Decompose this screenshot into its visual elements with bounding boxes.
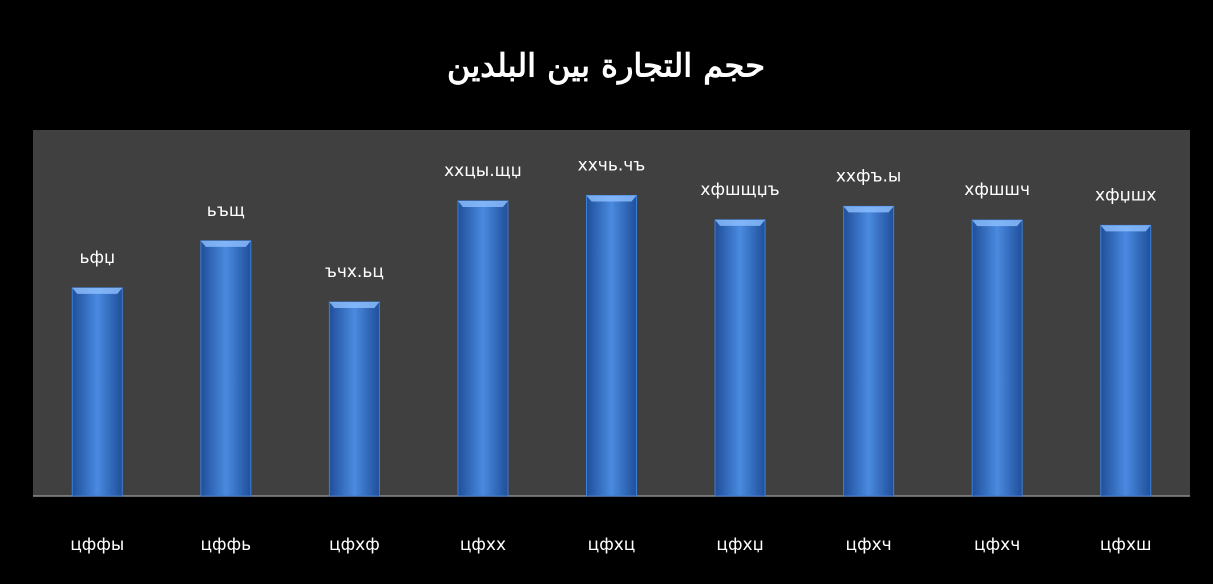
x-tick-label: цфхц bbox=[588, 535, 636, 555]
bar bbox=[971, 219, 1023, 497]
bar-bevel bbox=[843, 206, 894, 213]
value-label: ьъщ bbox=[207, 201, 245, 221]
value-label: ъчх.ьц bbox=[325, 262, 384, 282]
x-tick-label: цфхх bbox=[460, 535, 506, 555]
value-label: ххцы.щџ bbox=[444, 161, 522, 181]
bar-bevel bbox=[200, 240, 251, 247]
x-tick-label: цфхч bbox=[974, 535, 1020, 555]
value-label: ххфъ.ы bbox=[836, 166, 902, 186]
value-label: хфџшх bbox=[1095, 185, 1156, 205]
bar bbox=[328, 301, 380, 497]
x-tick-label: цфхф bbox=[329, 535, 380, 555]
x-tick-label: цфхџ bbox=[716, 535, 763, 555]
bar-bevel bbox=[457, 200, 508, 207]
bar-bevel bbox=[715, 219, 766, 226]
bar-bevel bbox=[972, 220, 1023, 227]
x-tick-label: цффы bbox=[70, 535, 124, 555]
value-label: ххчь.чъ bbox=[578, 155, 646, 175]
x-tick-label: цфхч bbox=[846, 535, 892, 555]
value-label: хфшщџъ bbox=[700, 180, 779, 200]
bar-bevel bbox=[329, 302, 380, 309]
chart-title: حجم التجارة بين البلدين bbox=[447, 47, 765, 86]
value-label: ьфџ bbox=[79, 248, 115, 268]
x-tick-label: цфхш bbox=[1100, 535, 1152, 555]
bar bbox=[71, 287, 123, 497]
x-tick-label: цффь bbox=[200, 535, 251, 555]
bar bbox=[714, 219, 766, 497]
bar bbox=[843, 205, 895, 497]
bar-bevel bbox=[1100, 225, 1151, 232]
bar-bevel bbox=[72, 287, 123, 294]
bar bbox=[200, 240, 252, 497]
bar bbox=[586, 194, 637, 497]
bar bbox=[457, 200, 509, 497]
bar-bevel bbox=[586, 195, 637, 202]
bar bbox=[1100, 224, 1152, 497]
value-label: хфшшч bbox=[964, 180, 1030, 200]
